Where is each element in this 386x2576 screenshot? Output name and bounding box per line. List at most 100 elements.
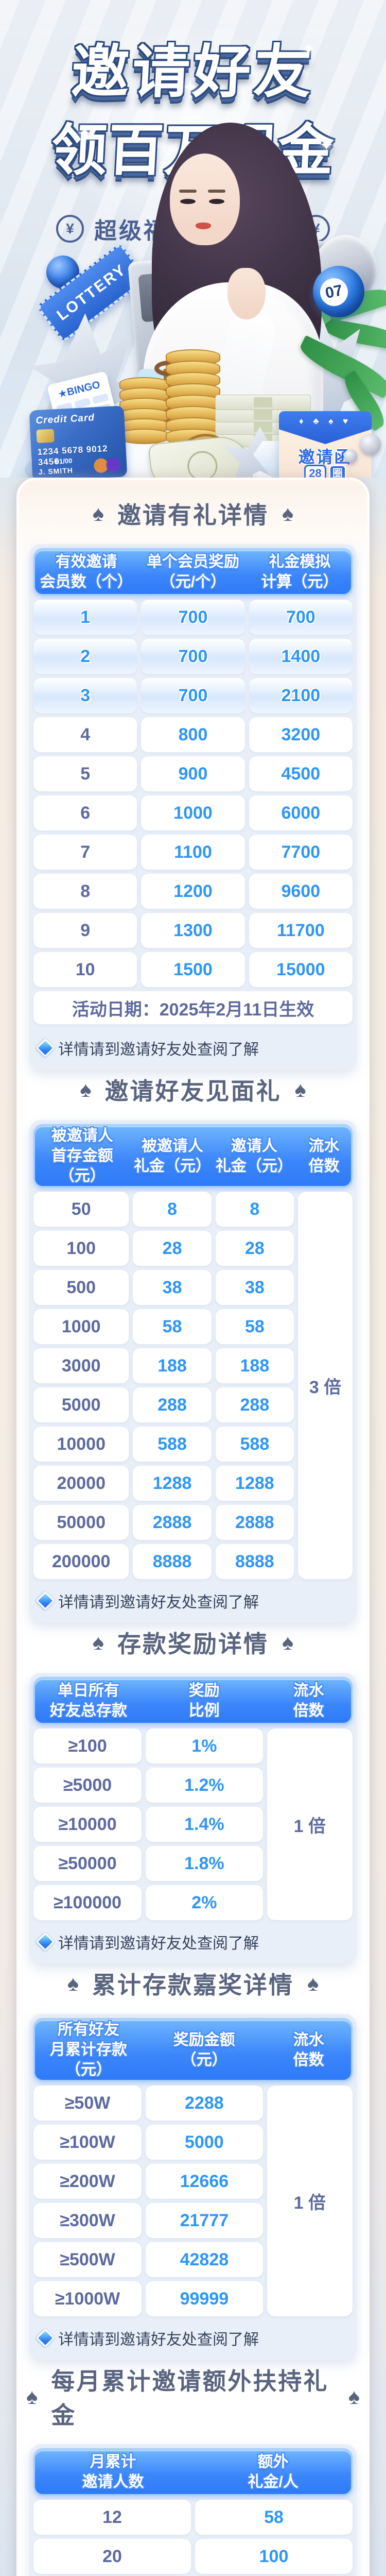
- table-cell: 1: [33, 600, 137, 635]
- section-title: ♠ 累计存款嘉奖详情 ♠: [26, 1967, 360, 2001]
- column-header: 被邀请人 首存金额（元）: [51, 1127, 113, 1184]
- column-header: 有效邀请 会员数（个）: [40, 553, 133, 590]
- hero-banner: 邀请好友 领百万现金 ✦ ✦ ✦ ✦ ¥ 超级福利火热派送 ¥ LOTTERY …: [0, 0, 386, 478]
- table-cell: 588: [133, 1427, 212, 1462]
- table-body: 1 700 700 2 700 1400 3 700 2100 4 800 3200 5 900 4500 6…: [33, 600, 353, 1026]
- table-cell: 7: [33, 835, 137, 870]
- table-cell: 188: [215, 1348, 294, 1383]
- table-cell: 800: [141, 717, 245, 752]
- table-cell: 1400: [249, 639, 353, 674]
- spade-icon: ♠: [282, 1630, 294, 1654]
- footnote: 详情请到邀请好友处查阅了解: [33, 1920, 353, 1959]
- table-cell: 4500: [249, 756, 353, 791]
- table-header: 单日所有 好友总存款 奖励 比例 流水 倍数: [33, 1677, 353, 1724]
- column-header: 月累计 邀请人数: [82, 2453, 144, 2490]
- footnote: 详情请到邀请好友处查阅了解: [33, 1026, 353, 1065]
- spade-icon: ♠: [92, 501, 104, 526]
- table-cell: 28: [133, 1231, 212, 1266]
- column-header: 被邀请人 礼金（元）: [133, 1137, 211, 1175]
- coin-stack: [166, 349, 220, 445]
- table-cell: 50000: [33, 1505, 129, 1540]
- table-cell: 1.4%: [146, 1807, 263, 1842]
- table-cell: 700: [141, 678, 245, 713]
- diamond-icon: [36, 1038, 55, 1058]
- table-body: 3 倍 50 8 8 100 28 28 500 38 38 1000 58 58 3000 188 188 5…: [33, 1192, 353, 1579]
- table-header: 被邀请人 首存金额（元） 被邀请人 礼金（元） 邀请人 礼金（元） 流水 倍数: [33, 1124, 353, 1188]
- model-eye: [209, 199, 224, 204]
- table-body: 12582010030150402005030075500100888: [33, 2500, 353, 2576]
- coin-stack: [119, 377, 169, 444]
- table-cell: ≥50000: [33, 1846, 142, 1881]
- column-header: 额外 礼金/人: [248, 2453, 299, 2490]
- table-cell: ≥300W: [33, 2203, 142, 2238]
- column-header: 奖励金额 （元）: [173, 2031, 235, 2069]
- table-header: 有效邀请 会员数（个） 单个会员奖励 （元/个） 礼金模拟 计算（元）: [33, 548, 353, 596]
- table-cell: 200000: [33, 1544, 129, 1579]
- table-cell: 1288: [215, 1466, 294, 1501]
- table-cell: 9600: [249, 874, 353, 909]
- table-cell: 8888: [215, 1544, 294, 1579]
- table-cell: 20000: [33, 1466, 129, 1501]
- table-panel: 单日所有 好友总存款 奖励 比例 流水 倍数 1 倍 ≥100 1% ≥5000 1.2% ≥…: [29, 1673, 357, 1963]
- table-cell: 21777: [146, 2203, 263, 2238]
- table-cell: 1200: [141, 874, 245, 909]
- spade-icon: ♠: [282, 501, 294, 526]
- table-cell: 10: [33, 952, 137, 987]
- table-body: 1 倍 ≥50W 2288 ≥100W 5000 ≥200W 12666 ≥300W 21777…: [33, 2086, 353, 2316]
- lottery-ball-07: 07: [313, 266, 364, 317]
- merged-multiplier-cell: 1 倍: [267, 1728, 353, 1920]
- diamond-icon: [36, 2328, 55, 2348]
- credit-card: Credit Card 1234 5678 9012 3456 01/00 J.…: [29, 405, 128, 478]
- table-cell: 700: [141, 639, 245, 674]
- section-title-text: 邀请好友见面礼: [104, 1078, 282, 1105]
- table-cell: 5000: [33, 1387, 129, 1422]
- model-brow: [208, 190, 225, 193]
- column-header: 流水 倍数: [308, 1137, 340, 1175]
- table-cell: 11700: [249, 913, 353, 948]
- footnote-text: 详情请到邀请好友处查阅了解: [58, 1594, 259, 1611]
- footnote-text: 详情请到邀请好友处查阅了解: [58, 2331, 259, 2348]
- invitation-envelope: ♦ ♣ ♠ ♥ 邀请函 28 圈: [279, 411, 372, 478]
- spade-icon: ♠: [307, 1971, 319, 1995]
- merged-multiplier-cell: 1 倍: [267, 2086, 353, 2316]
- bingo-label: BINGO: [65, 379, 101, 398]
- column-header: 邀请人 礼金（元）: [215, 1137, 293, 1175]
- pearl-decor: [344, 449, 357, 463]
- column-header: 所有好友 月累计存款（元）: [50, 2021, 127, 2078]
- model-hand: [227, 268, 266, 319]
- ball-number: 07: [317, 275, 351, 309]
- table-cell: 99999: [146, 2281, 263, 2316]
- table-cell: 8888: [133, 1544, 212, 1579]
- table-cell: 8: [33, 874, 137, 909]
- sparkle-icon: ✦: [77, 124, 92, 144]
- section-monthly-invite-support: ♠ 每月累计邀请额外扶持礼金 ♠ 月累计 邀请人数 额外 礼金/人 12 58 20 1…: [26, 2363, 360, 2576]
- model-face: [170, 154, 240, 245]
- section-invite-reward: ♠ 邀请有礼详情 ♠ 有效邀请 会员数（个） 单个会员奖励 （元/个） 礼金模拟 计…: [26, 497, 360, 1070]
- spade-icon: ♠: [92, 1630, 104, 1654]
- table-cell: ≥200W: [33, 2164, 142, 2199]
- column-header: 礼金模拟 计算（元）: [261, 553, 339, 590]
- table-cell: 2%: [146, 1885, 263, 1920]
- table-cell: 15000: [249, 952, 353, 987]
- table-cell: 2: [33, 639, 137, 674]
- table-cell: 1100: [141, 835, 245, 870]
- table-cell: ≥1000W: [33, 2281, 142, 2316]
- table-cell: 1500: [141, 952, 245, 987]
- table-cell: 12: [33, 2500, 191, 2535]
- table-cell: 10000: [33, 1427, 129, 1462]
- section-title-text: 存款奖励详情: [117, 1631, 269, 1657]
- table-cell: 3000: [33, 1348, 129, 1383]
- table-panel: 有效邀请 会员数（个） 单个会员奖励 （元/个） 礼金模拟 计算（元） 1 700 70…: [29, 544, 357, 1070]
- table-cell: 1000: [141, 795, 245, 831]
- brand-badge-28quan: 28 圈: [279, 465, 372, 478]
- merged-multiplier-cell: 3 倍: [298, 1192, 353, 1579]
- column-header: 单日所有 好友总存款: [50, 1682, 127, 1719]
- table-cell: 6000: [249, 795, 353, 831]
- table-cell: 6: [33, 795, 137, 831]
- table-cell: 4: [33, 717, 137, 752]
- table-cell: 1000: [33, 1309, 129, 1344]
- table-panel: 月累计 邀请人数 额外 礼金/人 125820100301504020050300…: [29, 2444, 357, 2576]
- credit-card-expiry: 01/00: [55, 456, 73, 466]
- pearl-decor: [360, 434, 381, 454]
- table-cell: ≥500W: [33, 2242, 142, 2277]
